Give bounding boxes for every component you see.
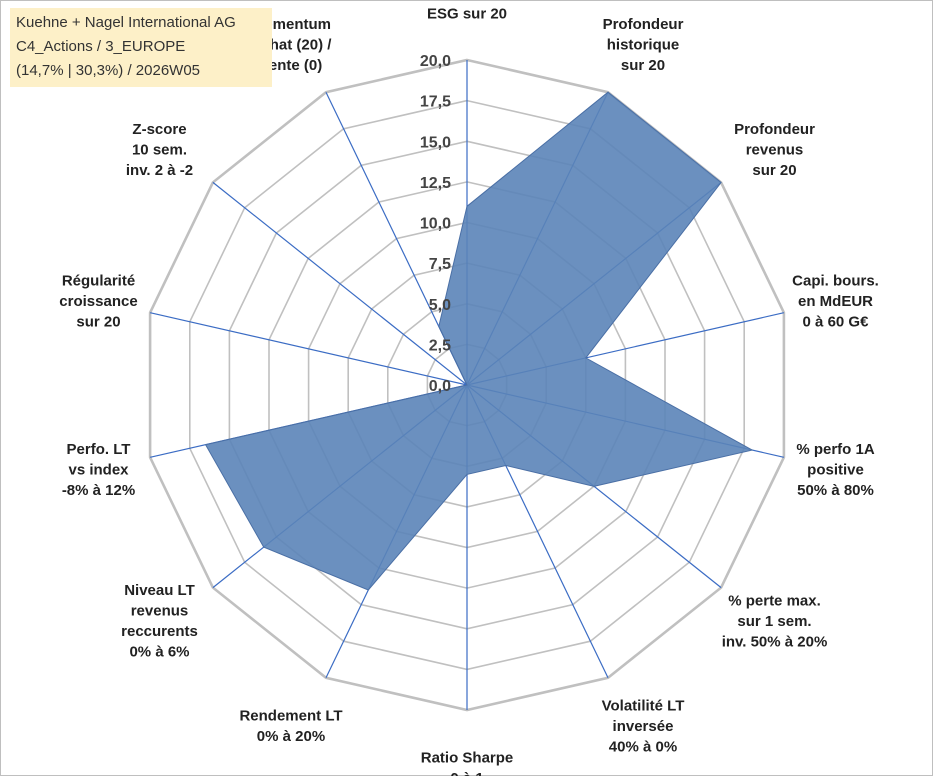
radar-series [204, 91, 754, 591]
axis-label-11: Régularité croissance sur 20 [59, 273, 137, 331]
portfolio-name: C4_Actions / 3_EUROPE [16, 38, 186, 55]
tick-label: 20,0 [420, 53, 451, 70]
axis-line-12 [212, 181, 468, 386]
axis-label-6: Volatilité LT inversée 40% à 0% [602, 697, 685, 755]
tick-label: 12,5 [420, 175, 451, 192]
tick-label: 5,0 [429, 297, 451, 314]
axis-label-7: Ratio Sharpe0 à 1 [421, 749, 514, 776]
axis-label-9: Niveau LT revenus reccurents 0% à 6% [121, 582, 198, 661]
axis-label-5: % perte max. sur 1 sem. inv. 50% à 20% [722, 592, 828, 650]
axis-label-0: NoteESG sur 20 [427, 0, 507, 22]
tick-label: 2,5 [429, 337, 451, 354]
axis-label-3: Capi. bours. en MdEUR 0 à 60 G€ [792, 273, 879, 331]
axis-label-1: Profondeur historique sur 20 [603, 16, 684, 74]
axis-label-2: Profondeur revenus sur 20 [734, 121, 815, 179]
tick-label: 0,0 [429, 378, 451, 395]
tick-label: 7,5 [429, 256, 451, 273]
axis-label-8: Rendement LT 0% à 20% [239, 708, 342, 746]
tick-label: 15,0 [420, 134, 451, 151]
axis-line-11 [149, 312, 468, 386]
radial-tick-labels: 0,0 2,5 5,0 7,5 10,0 12,5 15,0 17,5 20,0 [420, 53, 451, 395]
series-area [204, 91, 754, 591]
portfolio-stats: (14,7% | 30,3%) / 2026W05 [16, 62, 200, 79]
info-box: Kuehne + Nagel International AG C4_Actio… [10, 8, 272, 87]
axis-label-10: Perfo. LT vs index -8% à 12% [62, 441, 135, 499]
axis-label-12: Z-score 10 sem. inv. 2 à -2 [126, 121, 193, 179]
axis-label-4: % perfo 1A positive 50% à 80% [796, 441, 875, 499]
company-name: Kuehne + Nagel International AG [16, 14, 236, 31]
tick-label: 10,0 [420, 216, 451, 233]
tick-label: 17,5 [420, 94, 451, 111]
